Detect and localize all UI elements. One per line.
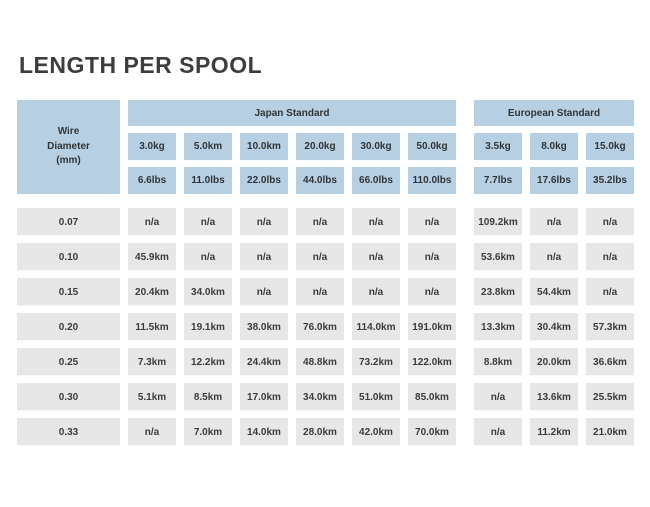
- lbs-header: 66.0lbs: [352, 167, 400, 194]
- value-cell: 11.5km: [128, 313, 176, 341]
- value-cell: 34.0km: [184, 278, 232, 306]
- value-cell: n/a: [184, 208, 232, 236]
- kg-header: 5.0km: [184, 133, 232, 160]
- lbs-header: 6.6lbs: [128, 167, 176, 194]
- value-cell: n/a: [296, 208, 344, 236]
- value-cell: 7.3km: [128, 348, 176, 376]
- kg-header: 30.0kg: [352, 133, 400, 160]
- kg-header: 50.0kg: [408, 133, 456, 160]
- row-label-diameter: 0.30: [17, 383, 120, 411]
- value-cell: 42.0km: [352, 418, 400, 446]
- kg-header: 15.0kg: [586, 133, 634, 160]
- value-cell: n/a: [408, 208, 456, 236]
- value-cell: 38.0km: [240, 313, 288, 341]
- value-cell: n/a: [296, 278, 344, 306]
- kg-header: 8.0kg: [530, 133, 578, 160]
- value-cell: n/a: [474, 383, 522, 411]
- page-title: LENGTH PER SPOOL: [19, 52, 263, 78]
- value-cell: 25.5km: [586, 383, 634, 411]
- kg-header: 3.0kg: [128, 133, 176, 160]
- value-cell: n/a: [586, 208, 634, 236]
- value-cell: n/a: [408, 278, 456, 306]
- value-cell: 20.4km: [128, 278, 176, 306]
- lbs-header: 11.0lbs: [184, 167, 232, 194]
- value-cell: 70.0km: [408, 418, 456, 446]
- value-cell: 73.2km: [352, 348, 400, 376]
- kg-header: 10.0km: [240, 133, 288, 160]
- kg-header: 3.5kg: [474, 133, 522, 160]
- lbs-header: 110.0lbs: [408, 167, 456, 194]
- value-cell: 11.2km: [530, 418, 578, 446]
- value-cell: n/a: [586, 278, 634, 306]
- value-cell: 23.8km: [474, 278, 522, 306]
- value-cell: 12.2km: [184, 348, 232, 376]
- value-cell: n/a: [530, 243, 578, 271]
- value-cell: 191.0km: [408, 313, 456, 341]
- row-label-diameter: 0.07: [17, 208, 120, 236]
- value-cell: 51.0km: [352, 383, 400, 411]
- value-cell: n/a: [184, 243, 232, 271]
- value-cell: 28.0km: [296, 418, 344, 446]
- value-cell: n/a: [352, 243, 400, 271]
- value-cell: n/a: [128, 208, 176, 236]
- row-label-diameter: 0.20: [17, 313, 120, 341]
- value-cell: 20.0km: [530, 348, 578, 376]
- lbs-header: 35.2lbs: [586, 167, 634, 194]
- kg-header: 20.0kg: [296, 133, 344, 160]
- value-cell: 85.0km: [408, 383, 456, 411]
- row-label-diameter: 0.33: [17, 418, 120, 446]
- value-cell: 7.0km: [184, 418, 232, 446]
- value-cell: 8.5km: [184, 383, 232, 411]
- value-cell: n/a: [240, 278, 288, 306]
- value-cell: 24.4km: [240, 348, 288, 376]
- value-cell: 36.6km: [586, 348, 634, 376]
- value-cell: 114.0km: [352, 313, 400, 341]
- value-cell: n/a: [408, 243, 456, 271]
- row-label-diameter: 0.10: [17, 243, 120, 271]
- value-cell: 13.6km: [530, 383, 578, 411]
- value-cell: n/a: [296, 243, 344, 271]
- value-cell: 76.0km: [296, 313, 344, 341]
- group-header-european-standard: European Standard: [474, 100, 634, 126]
- value-cell: n/a: [352, 278, 400, 306]
- value-cell: 17.0km: [240, 383, 288, 411]
- value-cell: n/a: [352, 208, 400, 236]
- value-cell: n/a: [530, 208, 578, 236]
- wire-diameter-header: Wire Diameter (mm): [17, 100, 120, 194]
- value-cell: 19.1km: [184, 313, 232, 341]
- value-cell: n/a: [586, 243, 634, 271]
- value-cell: n/a: [128, 418, 176, 446]
- value-cell: 5.1km: [128, 383, 176, 411]
- value-cell: 122.0km: [408, 348, 456, 376]
- row-label-diameter: 0.25: [17, 348, 120, 376]
- value-cell: 45.9km: [128, 243, 176, 271]
- spec-table: Wire Diameter (mm) Japan Standard European…: [17, 100, 634, 446]
- value-cell: 57.3km: [586, 313, 634, 341]
- value-cell: 13.3km: [474, 313, 522, 341]
- value-cell: 53.6km: [474, 243, 522, 271]
- value-cell: 21.0km: [586, 418, 634, 446]
- value-cell: 14.0km: [240, 418, 288, 446]
- lbs-header: 22.0lbs: [240, 167, 288, 194]
- value-cell: 30.4km: [530, 313, 578, 341]
- value-cell: n/a: [240, 208, 288, 236]
- value-cell: n/a: [474, 418, 522, 446]
- value-cell: 34.0km: [296, 383, 344, 411]
- lbs-header: 44.0lbs: [296, 167, 344, 194]
- value-cell: 48.8km: [296, 348, 344, 376]
- value-cell: 8.8km: [474, 348, 522, 376]
- lbs-header: 17.6lbs: [530, 167, 578, 194]
- value-cell: n/a: [240, 243, 288, 271]
- group-header-japan-standard: Japan Standard: [128, 100, 456, 126]
- row-label-diameter: 0.15: [17, 278, 120, 306]
- lbs-header: 7.7lbs: [474, 167, 522, 194]
- value-cell: 54.4km: [530, 278, 578, 306]
- value-cell: 109.2km: [474, 208, 522, 236]
